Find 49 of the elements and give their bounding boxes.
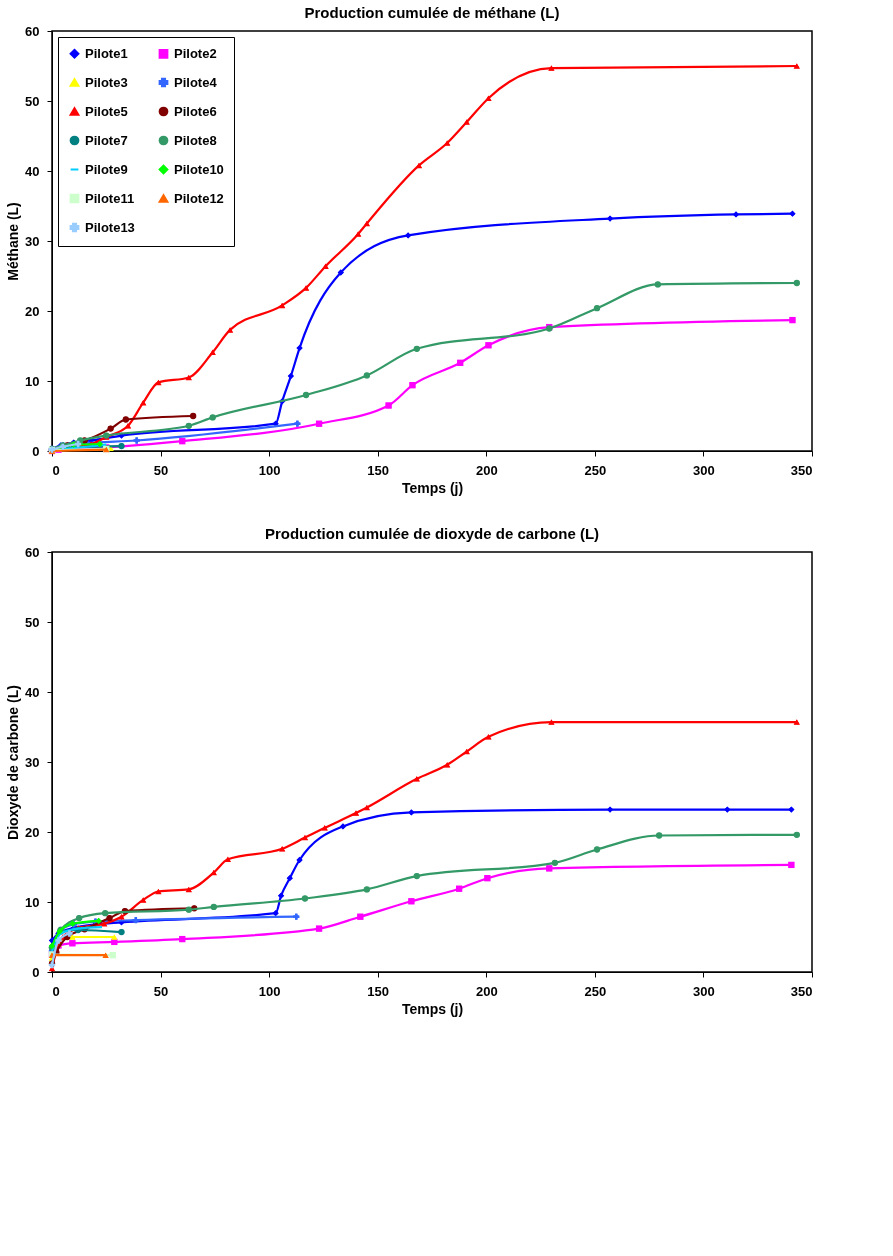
- x-tick-label: 200: [475, 462, 498, 478]
- x-tick-label: 300: [693, 462, 715, 478]
- legend-label: Pilote8: [174, 132, 217, 148]
- legend-label: Pilote4: [174, 74, 218, 90]
- y-tick-label: 0: [32, 443, 40, 459]
- chart-title: Production cumulée de dioxyde de carbone (L): [264, 525, 600, 542]
- x-tick-label: 50: [153, 462, 169, 478]
- x-axis-title: Temps (j): [401, 1000, 464, 1017]
- y-tick-label: 20: [25, 824, 40, 840]
- y-tick-label: 50: [25, 93, 40, 109]
- y-tick-label: 30: [25, 754, 40, 770]
- legend-label: Pilote9: [85, 161, 128, 177]
- x-tick-label: 250: [584, 983, 607, 999]
- x-tick-label: 300: [693, 983, 715, 999]
- legend-label: Pilote6: [174, 103, 217, 119]
- y-tick-label: 10: [25, 373, 40, 389]
- x-tick-label: 0: [52, 983, 60, 999]
- legend-label: Pilote10: [174, 161, 224, 177]
- x-tick-label: 350: [790, 983, 813, 999]
- legend-label: Pilote3: [85, 74, 128, 90]
- x-tick-label: 350: [790, 462, 813, 478]
- y-tick-label: 40: [25, 163, 40, 179]
- x-tick-label: 250: [584, 462, 607, 478]
- legend-label: Pilote7: [85, 132, 128, 148]
- y-tick-label: 60: [25, 544, 40, 560]
- legend-label: Pilote11: [85, 190, 135, 206]
- y-tick-label: 0: [32, 964, 40, 980]
- legend-label: Pilote1: [85, 45, 128, 61]
- legend-label: Pilote5: [85, 103, 128, 119]
- y-axis-title: Méthane (L): [5, 202, 22, 281]
- x-tick-label: 100: [258, 983, 281, 999]
- y-tick-label: 20: [25, 303, 40, 319]
- y-tick-label: 10: [25, 894, 40, 910]
- x-tick-label: 50: [153, 983, 169, 999]
- legend-label: Pilote13: [85, 219, 135, 235]
- x-axis-title: Temps (j): [401, 479, 464, 496]
- y-tick-label: 60: [25, 23, 40, 39]
- x-tick-label: 150: [367, 462, 390, 478]
- y-tick-label: 40: [25, 684, 40, 700]
- legend-label: Pilote12: [174, 190, 224, 206]
- x-tick-label: 150: [367, 983, 390, 999]
- y-axis-title: Dioxyde de carbone (L): [5, 685, 22, 840]
- legend-label: Pilote2: [174, 45, 217, 61]
- x-tick-label: 0: [52, 462, 60, 478]
- y-tick-label: 30: [25, 233, 40, 249]
- y-tick-label: 50: [25, 614, 40, 630]
- x-tick-label: 200: [475, 983, 498, 999]
- x-tick-label: 100: [258, 462, 281, 478]
- chart-title: Production cumulée de méthane (L): [304, 4, 560, 21]
